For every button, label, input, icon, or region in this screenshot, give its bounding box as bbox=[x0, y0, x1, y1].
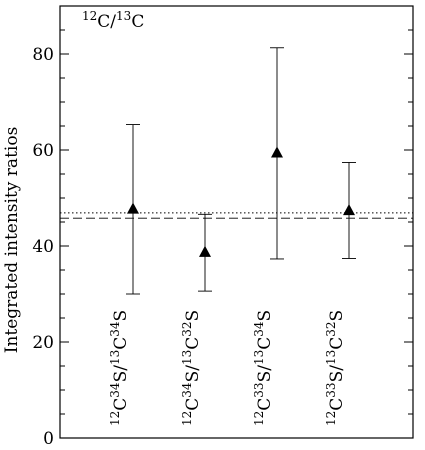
superscript: 32 bbox=[324, 321, 338, 336]
label-text: C bbox=[183, 398, 203, 411]
panel-label: 12C/13C bbox=[82, 9, 144, 32]
superscript: 13 bbox=[252, 350, 266, 365]
label-text: C bbox=[255, 337, 275, 350]
y-tick-label: 0 bbox=[43, 429, 54, 446]
superscript: 12 bbox=[82, 9, 97, 23]
error-bars bbox=[126, 47, 356, 295]
y-ticks: 0 20 40 60 80 bbox=[32, 5, 413, 449]
data-point-triangle bbox=[271, 146, 283, 158]
label-text: S/ bbox=[327, 365, 347, 383]
category-labels: 12C34S/13C34S12C34S/13C32S12C33S/13C34S1… bbox=[108, 310, 347, 426]
label-text: C bbox=[183, 337, 203, 350]
category-label: 12C34S/13C34S bbox=[108, 310, 131, 426]
data-point-triangle bbox=[127, 202, 139, 214]
y-tick-label: 20 bbox=[32, 333, 54, 353]
superscript: 13 bbox=[324, 350, 338, 365]
superscript: 34 bbox=[180, 382, 194, 398]
label-text: C bbox=[131, 12, 144, 32]
y-tick-label: 40 bbox=[32, 237, 54, 257]
label-text: S/ bbox=[111, 365, 131, 383]
superscript: 34 bbox=[108, 321, 122, 337]
label-text: S bbox=[255, 310, 275, 322]
label-text: C bbox=[111, 398, 131, 411]
y-axis-label: Integrated intensity ratios bbox=[2, 127, 22, 354]
label-text: S/ bbox=[183, 365, 203, 383]
superscript: 13 bbox=[116, 9, 131, 23]
superscript: 32 bbox=[180, 321, 194, 336]
superscript: 12 bbox=[180, 411, 194, 426]
superscript: 13 bbox=[108, 350, 122, 365]
category-label: 12C34S/13C32S bbox=[180, 310, 203, 426]
superscript: 33 bbox=[324, 382, 338, 397]
y-tick-label: 60 bbox=[32, 141, 54, 161]
label-text: C bbox=[97, 12, 110, 32]
superscript: 34 bbox=[252, 321, 266, 337]
label-text: S/ bbox=[255, 365, 275, 383]
label-text: S bbox=[111, 310, 131, 322]
category-label: 12C33S/13C34S bbox=[252, 310, 275, 426]
category-label: 12C33S/13C32S bbox=[324, 310, 347, 426]
label-text: C bbox=[111, 337, 131, 350]
superscript: 34 bbox=[108, 382, 122, 398]
data-point-triangle bbox=[343, 204, 355, 216]
label-text: C bbox=[327, 337, 347, 350]
label-text: S bbox=[183, 310, 203, 322]
superscript: 13 bbox=[180, 350, 194, 365]
y-tick-label: 80 bbox=[32, 45, 54, 65]
superscript: 12 bbox=[324, 411, 338, 426]
data-point-triangle bbox=[199, 245, 211, 257]
label-text: / bbox=[110, 12, 116, 32]
label-text: C bbox=[327, 398, 347, 411]
label-text: C bbox=[255, 398, 275, 411]
superscript: 12 bbox=[252, 411, 266, 426]
superscript: 33 bbox=[252, 382, 266, 397]
data-points bbox=[127, 146, 355, 257]
label-text: S bbox=[327, 310, 347, 322]
reference-lines bbox=[60, 212, 413, 219]
superscript: 12 bbox=[108, 411, 122, 426]
